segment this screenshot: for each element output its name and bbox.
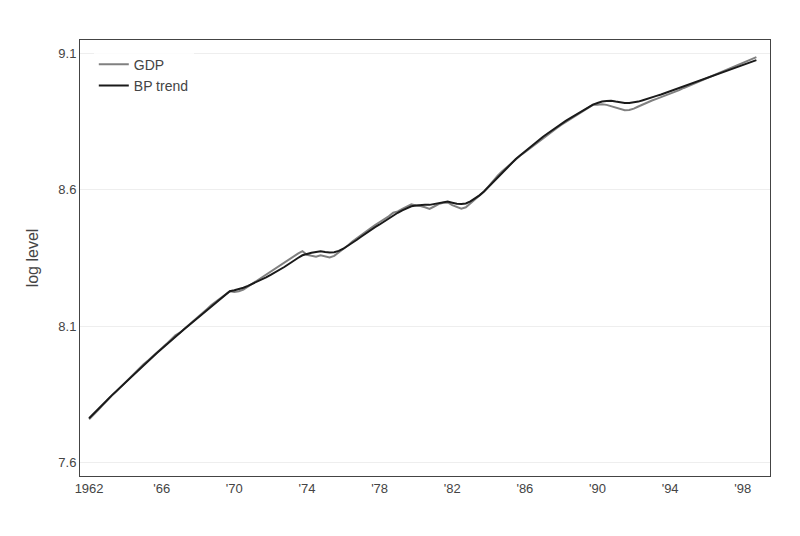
svg-text:'94: '94 <box>662 481 679 496</box>
svg-text:'86: '86 <box>516 481 533 496</box>
svg-text:'66: '66 <box>153 481 170 496</box>
svg-text:'70: '70 <box>226 481 243 496</box>
svg-text:GDP: GDP <box>134 57 164 73</box>
svg-text:'98: '98 <box>734 481 751 496</box>
svg-text:BP trend: BP trend <box>134 78 188 94</box>
svg-text:'82: '82 <box>444 481 461 496</box>
svg-text:7.6: 7.6 <box>58 455 76 470</box>
svg-text:log level: log level <box>24 229 41 288</box>
svg-text:8.6: 8.6 <box>58 182 76 197</box>
svg-text:8.1: 8.1 <box>58 319 76 334</box>
svg-text:1962: 1962 <box>75 481 104 496</box>
svg-text:'74: '74 <box>298 481 315 496</box>
svg-text:'90: '90 <box>589 481 606 496</box>
svg-text:9.1: 9.1 <box>58 46 76 61</box>
svg-text:'78: '78 <box>371 481 388 496</box>
